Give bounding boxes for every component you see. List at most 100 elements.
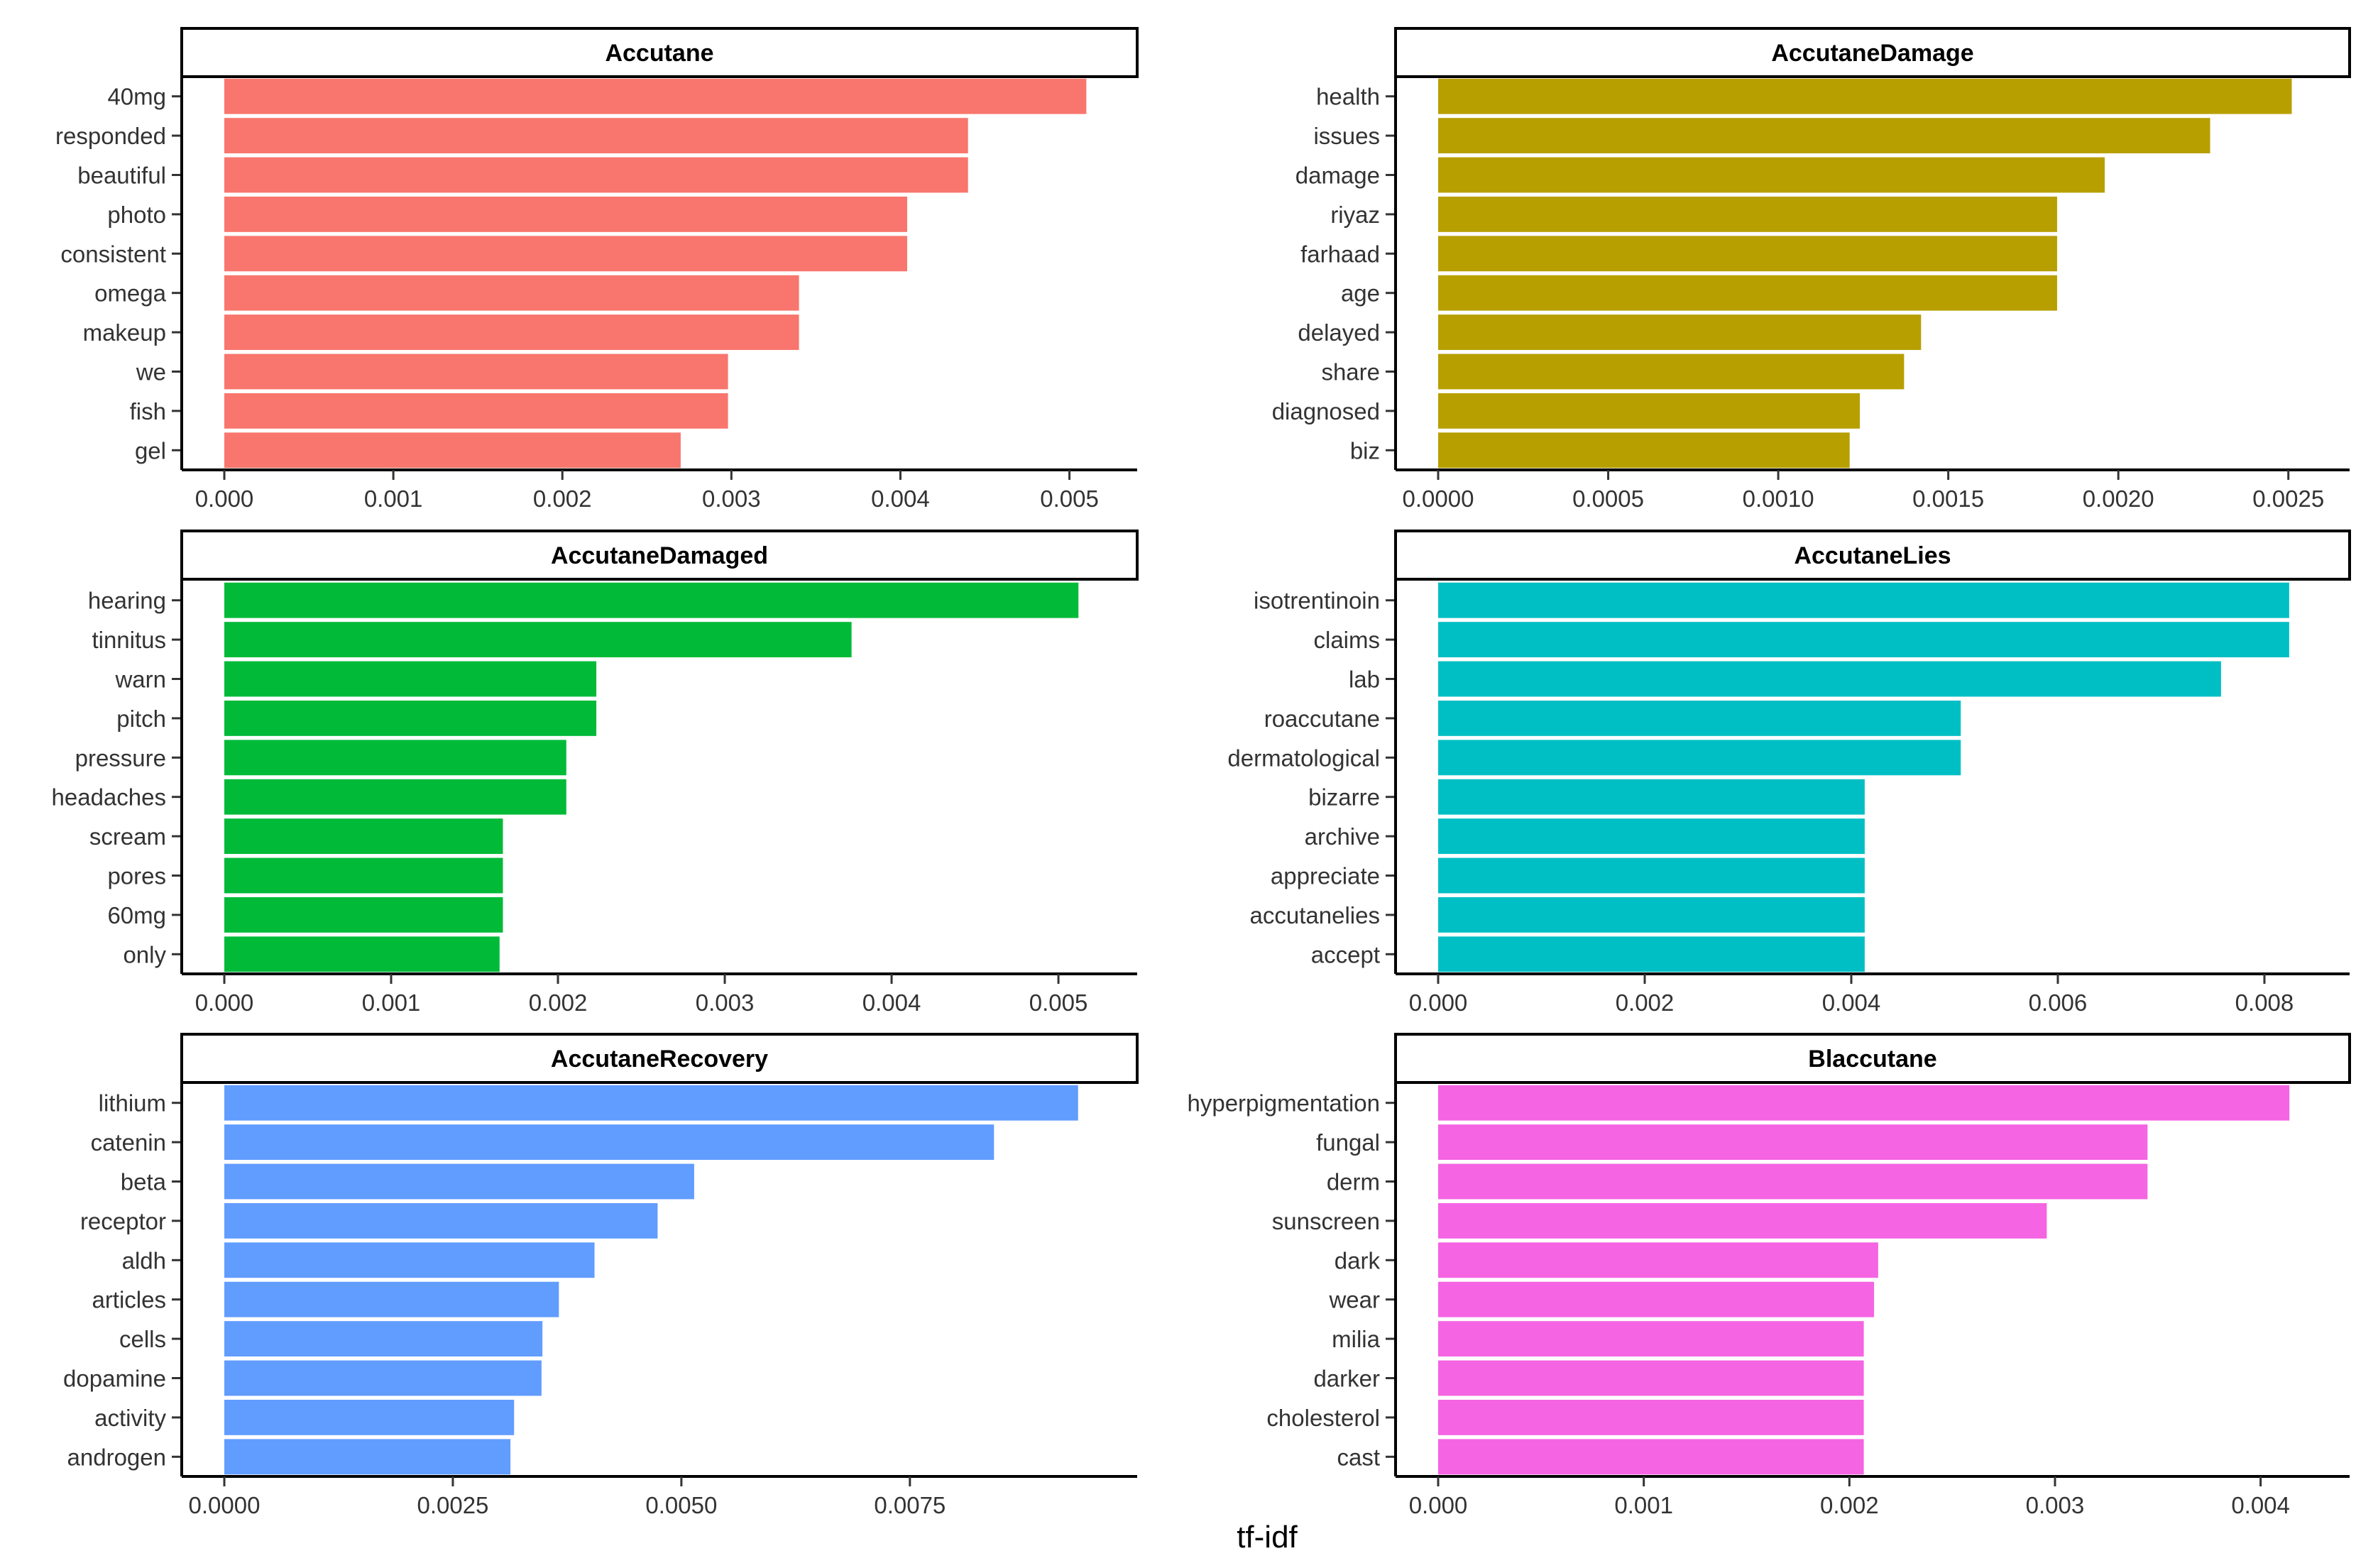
y-tick-label: issues bbox=[1313, 123, 1380, 149]
x-tick-label: 0.004 bbox=[871, 486, 930, 512]
x-tick-label: 0.002 bbox=[1820, 1492, 1879, 1518]
bar bbox=[224, 1399, 515, 1435]
y-tick-label: makeup bbox=[83, 319, 166, 346]
x-tick-label: 0.005 bbox=[1029, 989, 1088, 1016]
bar bbox=[1438, 157, 2105, 193]
x-tick-label: 0.002 bbox=[1616, 989, 1675, 1016]
bar bbox=[224, 393, 728, 429]
bar bbox=[1438, 353, 1905, 390]
y-tick-label: delayed bbox=[1298, 319, 1380, 346]
bar bbox=[1438, 314, 1922, 351]
bar bbox=[224, 314, 799, 351]
facet-strip bbox=[1394, 1033, 2351, 1084]
bar bbox=[224, 1163, 694, 1200]
x-tick-label: 0.003 bbox=[702, 486, 761, 512]
y-tick-label: dark bbox=[1335, 1247, 1381, 1273]
bar bbox=[1438, 661, 2221, 697]
y-tick-label: riyaz bbox=[1330, 202, 1380, 228]
bar bbox=[1438, 275, 2057, 311]
y-tick-label: consistent bbox=[60, 241, 166, 267]
y-tick-label: farhaad bbox=[1300, 241, 1380, 267]
facet-strip bbox=[1394, 27, 2351, 78]
x-tick-label: 0.003 bbox=[2026, 1492, 2085, 1518]
x-tick-label: 0.008 bbox=[2235, 989, 2294, 1016]
bar bbox=[1438, 897, 1865, 933]
y-tick-label: dopamine bbox=[63, 1366, 166, 1392]
bar bbox=[224, 78, 1087, 114]
bar bbox=[1438, 818, 1865, 855]
y-tick-label: age bbox=[1341, 280, 1380, 307]
bar bbox=[1438, 393, 1861, 429]
y-tick-label: derm bbox=[1327, 1169, 1380, 1195]
y-tick-label: diagnosed bbox=[1272, 398, 1380, 424]
panel-blaccutane: Blaccutane hyperpigmentation fungal derm sun… bbox=[1187, 1033, 2351, 1518]
bar bbox=[224, 1085, 1078, 1121]
y-tick-label: milia bbox=[1332, 1326, 1380, 1352]
facet-strip bbox=[180, 27, 1139, 78]
bar bbox=[224, 818, 503, 855]
x-tick-label: 0.001 bbox=[362, 989, 421, 1016]
x-tick-label: 0.000 bbox=[195, 486, 254, 512]
facet-strip bbox=[1394, 530, 2351, 581]
y-tick-label: activity bbox=[94, 1405, 166, 1431]
facet-title: AccutaneDamaged bbox=[551, 542, 768, 569]
y-tick-label: omega bbox=[94, 280, 167, 307]
bar bbox=[1438, 582, 2289, 618]
y-tick-label: headaches bbox=[52, 784, 166, 811]
facet-strip bbox=[180, 1033, 1139, 1084]
y-tick-label: beta bbox=[121, 1169, 167, 1195]
bar bbox=[224, 1321, 543, 1357]
panel-accutanedamaged: AccutaneDamaged hearing tinnitus warn pitch p… bbox=[52, 530, 1139, 1016]
bar bbox=[224, 275, 799, 311]
bar bbox=[224, 1281, 559, 1317]
y-tick-label: we bbox=[136, 359, 166, 385]
y-tick-label: wear bbox=[1328, 1287, 1380, 1313]
panel-accutanelies: AccutaneLies isotrentinoin claims lab roaccu… bbox=[1227, 530, 2351, 1016]
y-tick-label: bizarre bbox=[1308, 784, 1380, 811]
x-tick-label: 0.000 bbox=[195, 989, 254, 1016]
bar bbox=[1438, 1202, 2047, 1239]
y-tick-label: articles bbox=[92, 1287, 166, 1313]
bar bbox=[1438, 1321, 1864, 1357]
bar bbox=[1438, 1163, 2148, 1200]
x-tick-label: 0.0020 bbox=[2083, 486, 2154, 512]
y-tick-label: only bbox=[123, 941, 166, 967]
x-tick-label: 0.004 bbox=[2231, 1492, 2290, 1518]
y-tick-label: pitch bbox=[116, 706, 166, 732]
bar bbox=[1438, 432, 1850, 468]
x-tick-label: 0.000 bbox=[1409, 1492, 1468, 1518]
facet-title: AccutaneDamage bbox=[1771, 40, 1973, 67]
x-tick-label: 0.0025 bbox=[417, 1492, 488, 1518]
x-tick-label: 0.0000 bbox=[189, 1492, 261, 1518]
bar bbox=[1438, 857, 1865, 894]
y-tick-label: beautiful bbox=[77, 163, 166, 189]
facet-title: AccutaneRecovery bbox=[551, 1046, 768, 1073]
bar bbox=[224, 936, 500, 972]
bar bbox=[224, 740, 566, 776]
y-tick-label: darker bbox=[1313, 1366, 1380, 1392]
y-tick-label: appreciate bbox=[1271, 863, 1380, 889]
y-tick-label: pores bbox=[107, 863, 166, 889]
x-axis-title: tf-idf bbox=[1237, 1520, 1298, 1555]
x-tick-label: 0.002 bbox=[533, 486, 592, 512]
bar bbox=[224, 700, 597, 736]
bar bbox=[1438, 118, 2210, 154]
y-tick-label: cells bbox=[119, 1326, 166, 1352]
bar bbox=[1438, 1242, 1878, 1278]
y-tick-label: aldh bbox=[122, 1247, 166, 1273]
y-tick-label: hearing bbox=[88, 588, 166, 614]
bar bbox=[224, 236, 907, 272]
y-tick-label: hyperpigmentation bbox=[1187, 1090, 1380, 1117]
x-tick-label: 0.0075 bbox=[874, 1492, 946, 1518]
y-tick-label: receptor bbox=[80, 1208, 166, 1234]
y-tick-label: androgen bbox=[67, 1444, 166, 1470]
y-tick-label: catenin bbox=[91, 1129, 166, 1156]
bar bbox=[224, 1124, 995, 1161]
x-tick-label: 0.003 bbox=[696, 989, 755, 1016]
y-tick-label: pressure bbox=[75, 745, 166, 771]
facet-title: Accutane bbox=[605, 40, 713, 67]
y-tick-label: 40mg bbox=[107, 84, 166, 110]
bar bbox=[1438, 78, 2292, 114]
bar bbox=[1438, 1360, 1864, 1396]
